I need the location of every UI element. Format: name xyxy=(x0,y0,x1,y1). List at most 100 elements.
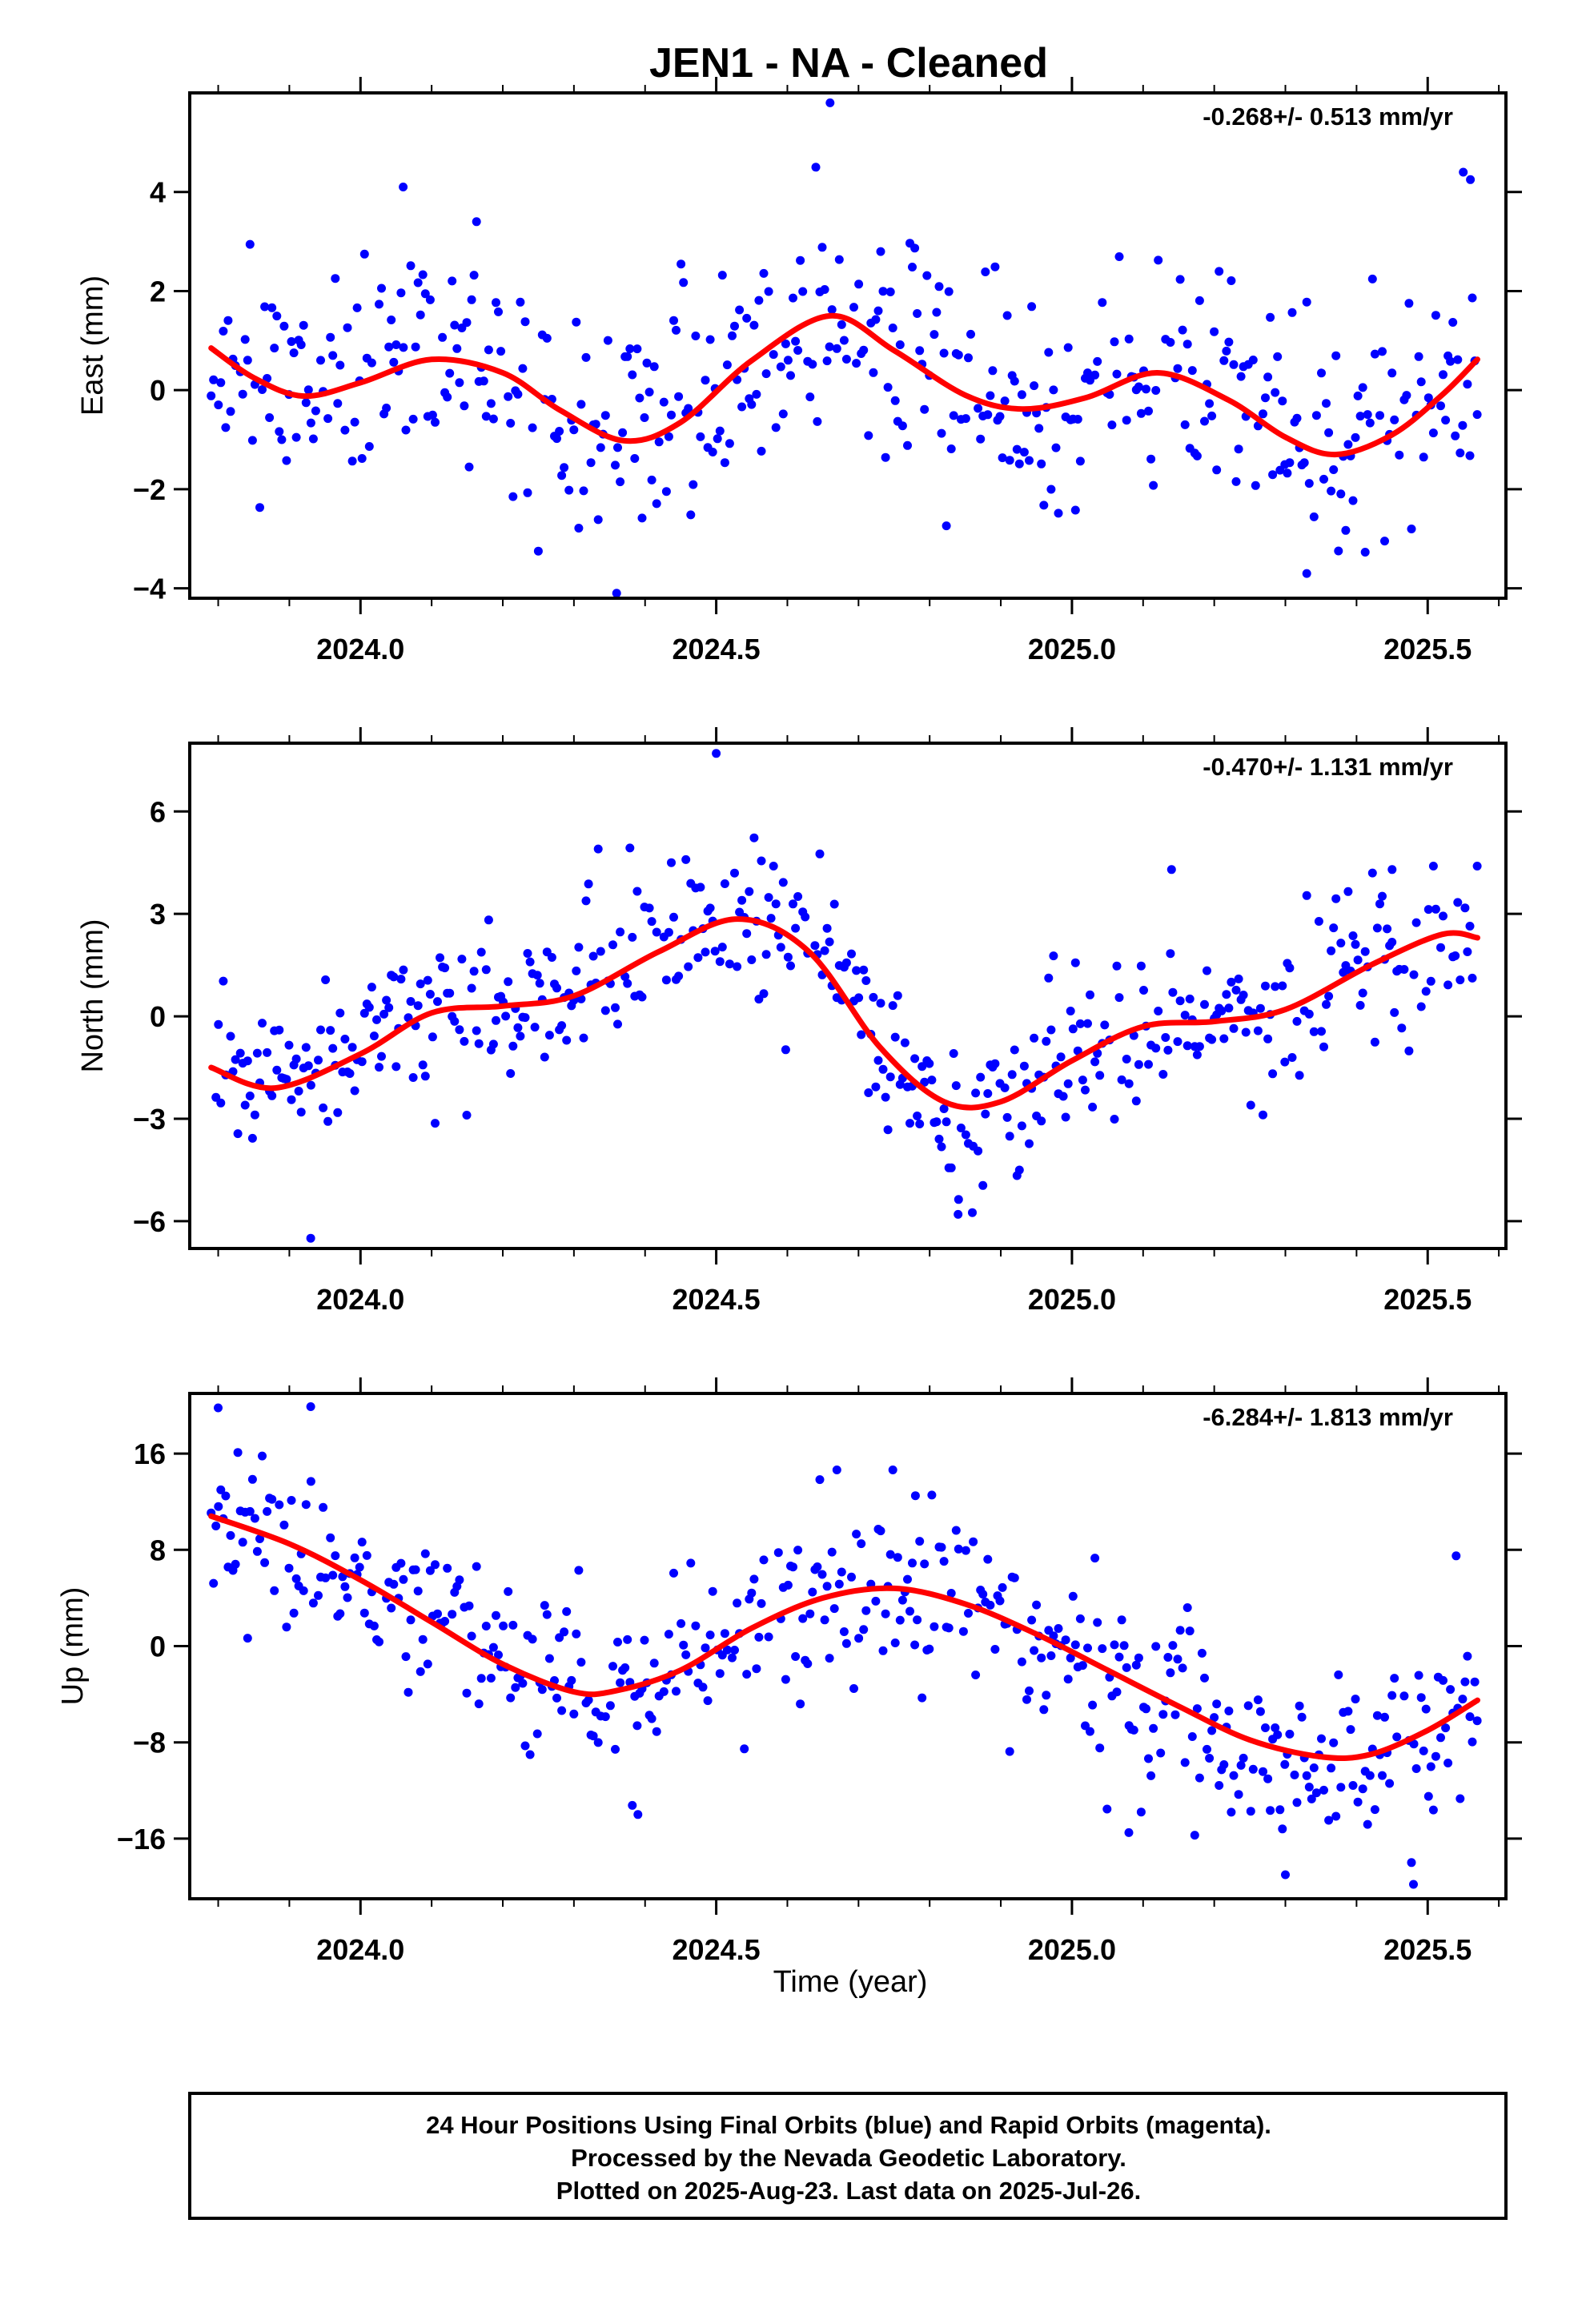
observation-point xyxy=(494,1651,503,1659)
observation-point xyxy=(581,896,591,906)
observation-point xyxy=(981,267,990,276)
observation-point xyxy=(1353,1797,1363,1807)
observation-point xyxy=(925,1644,934,1654)
observation-point xyxy=(632,1721,642,1731)
observation-point xyxy=(1063,343,1073,352)
observation-point xyxy=(1285,458,1295,468)
observation-point xyxy=(328,1570,338,1580)
observation-point xyxy=(436,953,444,963)
observation-point xyxy=(588,951,598,961)
observation-point xyxy=(428,1032,437,1042)
observation-point xyxy=(961,414,970,424)
observation-point xyxy=(1027,1615,1037,1625)
y-tick-label: 8 xyxy=(150,1534,166,1566)
observation-point xyxy=(820,285,829,294)
observation-point xyxy=(277,435,287,444)
observation-point xyxy=(733,962,742,971)
observation-point xyxy=(399,183,408,191)
observation-point xyxy=(1466,175,1476,184)
observation-point xyxy=(231,1055,240,1064)
observation-point xyxy=(513,1023,523,1032)
observation-point xyxy=(460,401,469,411)
observation-point xyxy=(504,977,513,987)
observation-point xyxy=(761,369,771,379)
observation-point xyxy=(1360,548,1370,557)
observation-point xyxy=(951,1081,961,1091)
observation-point xyxy=(438,332,448,342)
observation-point xyxy=(574,1566,584,1575)
observation-point xyxy=(1419,1746,1428,1755)
observation-point xyxy=(793,892,803,901)
observation-point xyxy=(834,1579,844,1589)
observation-point xyxy=(455,378,464,388)
observation-point xyxy=(389,357,399,367)
observation-point xyxy=(1227,1807,1236,1817)
observation-point xyxy=(532,971,542,980)
observation-point xyxy=(1168,1641,1178,1651)
observation-point xyxy=(1195,296,1204,305)
observation-point xyxy=(632,887,642,896)
observation-point xyxy=(1248,356,1258,364)
observation-point xyxy=(296,340,306,349)
observation-point xyxy=(267,1494,277,1504)
observation-point xyxy=(954,1195,963,1204)
observation-point xyxy=(270,344,279,353)
observation-point xyxy=(396,288,406,298)
observation-point xyxy=(214,1019,223,1029)
observation-point xyxy=(910,1640,920,1650)
observation-point xyxy=(1049,385,1058,395)
observation-point xyxy=(640,413,649,422)
observation-point xyxy=(1185,994,1195,1003)
observation-point xyxy=(1268,470,1278,480)
observation-point xyxy=(1017,390,1026,400)
observation-point xyxy=(581,352,591,362)
observation-point xyxy=(216,378,226,388)
observation-point xyxy=(284,1040,294,1050)
observation-point xyxy=(569,425,579,435)
observation-point xyxy=(1243,1701,1253,1711)
observation-point xyxy=(1210,327,1219,336)
observation-point xyxy=(811,163,821,172)
observation-point xyxy=(644,388,654,397)
observation-point xyxy=(1229,1771,1239,1780)
observation-point xyxy=(1280,1057,1290,1067)
observation-point xyxy=(878,287,888,296)
observation-point xyxy=(333,399,343,408)
observation-point xyxy=(623,979,632,988)
observation-point xyxy=(391,340,401,349)
observation-point xyxy=(450,320,460,330)
x-tick-label: 2024.5 xyxy=(673,1933,761,1966)
observation-point xyxy=(1271,982,1280,991)
observation-point xyxy=(1095,1743,1105,1753)
observation-point xyxy=(1255,1707,1265,1716)
observation-point xyxy=(642,358,652,368)
observation-point xyxy=(834,255,844,264)
observation-point xyxy=(649,362,659,372)
observation-point xyxy=(1278,981,1287,991)
observation-point xyxy=(1224,337,1234,347)
observation-point xyxy=(1010,1573,1019,1582)
observation-point xyxy=(1439,370,1447,380)
observation-point xyxy=(961,1130,970,1140)
observation-point xyxy=(781,339,790,348)
observation-point xyxy=(1378,1771,1387,1780)
observation-point xyxy=(730,868,739,878)
observation-point xyxy=(1224,1707,1234,1715)
observation-point xyxy=(971,1671,981,1679)
observation-point xyxy=(243,1634,252,1643)
observation-point xyxy=(839,336,849,345)
observation-point xyxy=(291,1574,301,1583)
observation-point xyxy=(1195,1773,1204,1783)
observation-point xyxy=(1324,428,1334,437)
observation-point xyxy=(562,1035,572,1045)
observation-point xyxy=(715,957,725,967)
x-tick-label: 2025.5 xyxy=(1383,1933,1472,1966)
observation-point xyxy=(560,1627,569,1637)
observation-point xyxy=(1063,1675,1073,1684)
observation-point xyxy=(331,274,340,283)
observation-point xyxy=(484,345,493,355)
observation-point xyxy=(749,833,759,842)
observation-point xyxy=(801,912,810,922)
observation-point xyxy=(786,961,795,971)
observation-point xyxy=(1271,1723,1280,1732)
